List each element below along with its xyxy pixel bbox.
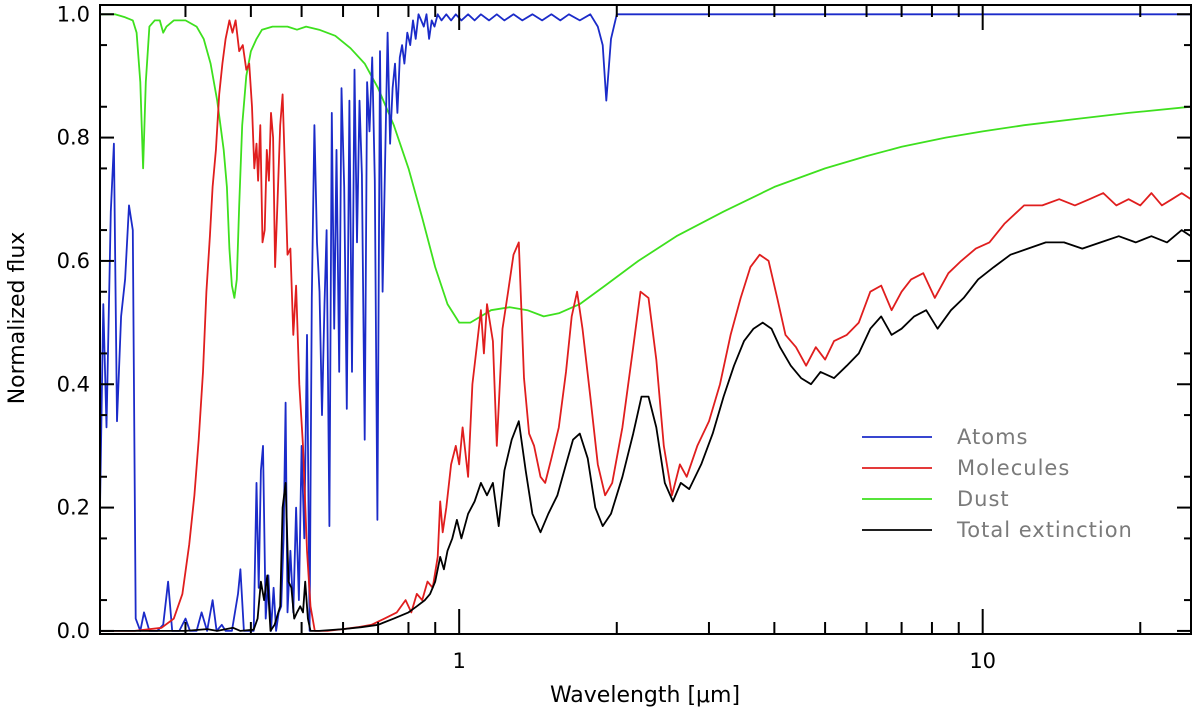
x-tick-label: 10 <box>969 649 996 673</box>
y-axis-title: Normalized flux <box>5 232 30 405</box>
x-tick-label: 1 <box>452 649 465 673</box>
legend-label-molecules: Molecules <box>957 456 1070 480</box>
plot-frame <box>99 4 1192 635</box>
y-tick-label: 0.8 <box>57 126 90 150</box>
legend-label-dust: Dust <box>957 487 1010 511</box>
series-line-dust <box>100 13 1192 324</box>
ticks-layer: 0.0 0.2 0.4 0.6 0.8 1.0 1 10 <box>57 2 1191 673</box>
x-axis-title: Wavelength [μm] <box>550 683 740 708</box>
y-tick-label: 0.0 <box>57 619 90 643</box>
y-tick-label: 1.0 <box>57 2 90 26</box>
y-tick-label: 0.2 <box>57 496 90 520</box>
series-line-molecules <box>100 19 1192 632</box>
series-line-atoms <box>99 13 1191 632</box>
series-line-total-extinction <box>100 229 1192 632</box>
legend: Atoms Molecules Dust Total extinction <box>862 425 1133 542</box>
legend-label-atoms: Atoms <box>957 425 1028 449</box>
y-tick-label: 0.4 <box>57 372 90 396</box>
legend-label-total-extinction: Total extinction <box>956 518 1133 542</box>
series-layer <box>99 13 1192 632</box>
y-tick-label: 0.6 <box>57 249 90 273</box>
